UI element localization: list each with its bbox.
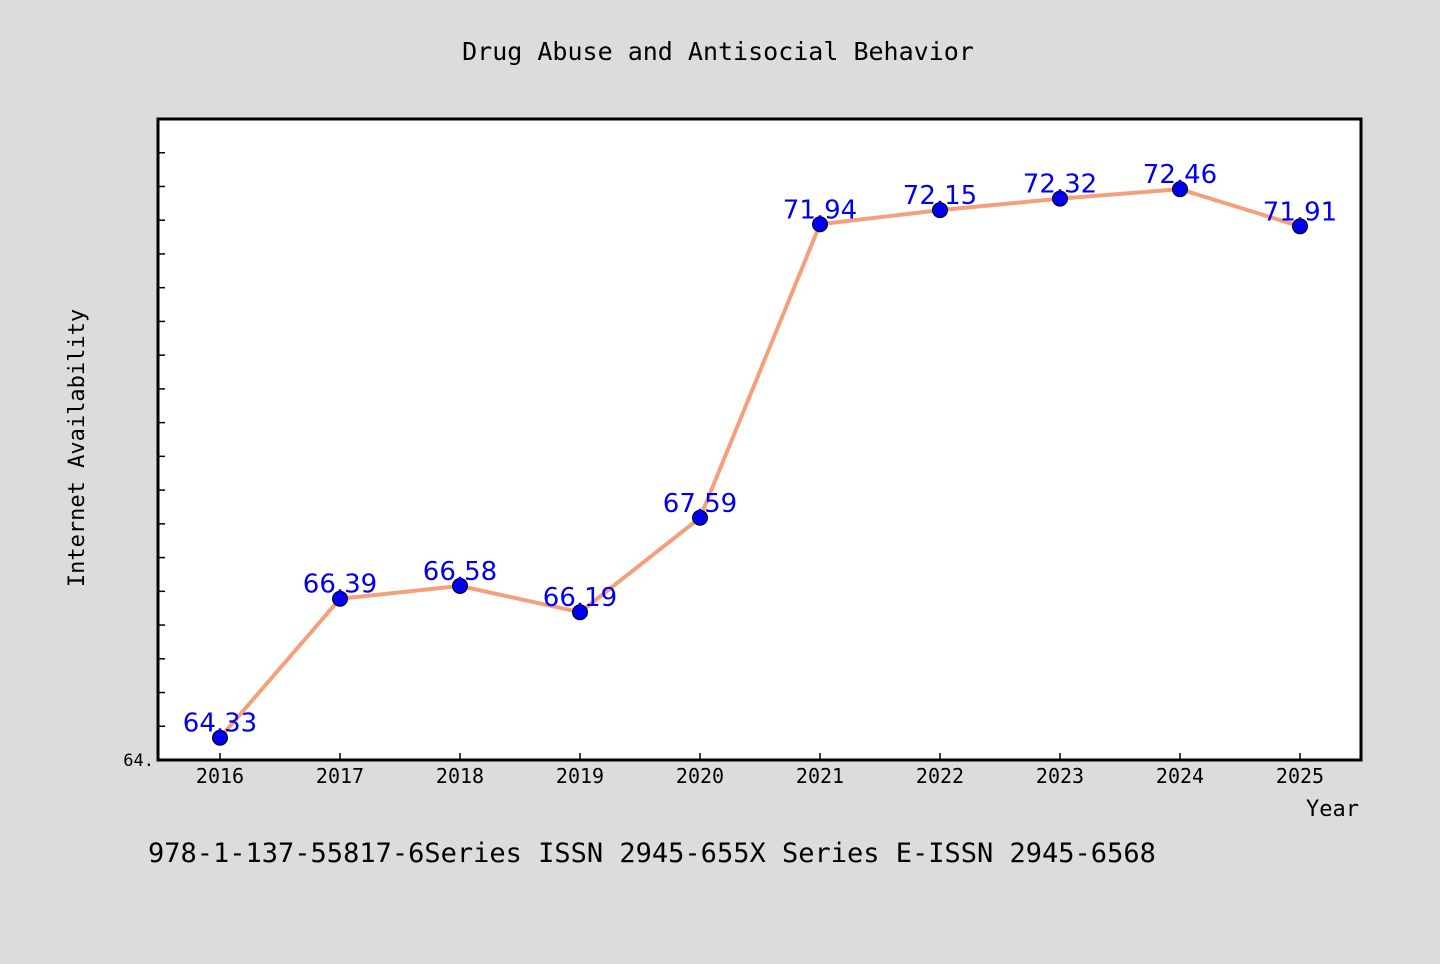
data-point-marker	[1172, 181, 1188, 198]
x-tick-label: 2023	[1036, 764, 1084, 788]
data-label: 72.46	[1143, 160, 1217, 190]
data-point-marker	[572, 604, 588, 621]
data-label: 64.33	[183, 709, 257, 739]
series-line	[218, 187, 1301, 740]
y-axis-label: Internet Availability	[65, 309, 90, 587]
data-label: 72.15	[903, 181, 977, 211]
x-tick-label: 2020	[676, 764, 724, 788]
x-axis-ticks: 2016 2017 2018 2019 2020 2021 2022 2023 2024 2025	[196, 753, 1324, 788]
data-point-marker	[932, 202, 948, 219]
data-point-marker	[332, 590, 348, 607]
x-tick-label: 2019	[556, 764, 604, 788]
data-point-marker	[212, 729, 228, 746]
data-label: 66.19	[543, 583, 617, 613]
x-tick-label: 2016	[196, 764, 244, 788]
x-tick-label: 2025	[1276, 764, 1324, 788]
data-point-marker	[1292, 218, 1308, 235]
data-label: 71.91	[1263, 197, 1337, 227]
data-point-marker	[692, 509, 708, 526]
data-point-marker	[812, 216, 828, 233]
x-tick-label: 2018	[436, 764, 484, 788]
x-tick-label: 2021	[796, 764, 844, 788]
x-tick-label: 2017	[316, 764, 364, 788]
data-point-marker	[452, 577, 468, 594]
data-label: 72.32	[1023, 170, 1097, 200]
x-axis-label: Year	[1306, 797, 1359, 822]
plot-frame	[156, 117, 1363, 762]
y-tick-label: 64.	[123, 751, 154, 771]
chart-title: Drug Abuse and Antisocial Behavior	[462, 37, 974, 66]
x-tick-label: 2024	[1156, 764, 1204, 788]
plot-area	[158, 119, 1361, 760]
data-label: 66.58	[423, 557, 497, 587]
footer-isbn-text: 978-1-137-55817-6Series ISSN 2945-655X S…	[148, 838, 1156, 869]
data-label: 67.59	[663, 489, 737, 519]
series-line-group: 64.33 66.39 66.58 66.19 67.59 71.94 72.15 72.32…	[183, 160, 1337, 746]
data-point-marker	[1052, 190, 1068, 207]
x-tick-label: 2022	[916, 764, 964, 788]
data-label: 66.39	[303, 570, 377, 600]
data-label: 71.94	[783, 195, 857, 225]
